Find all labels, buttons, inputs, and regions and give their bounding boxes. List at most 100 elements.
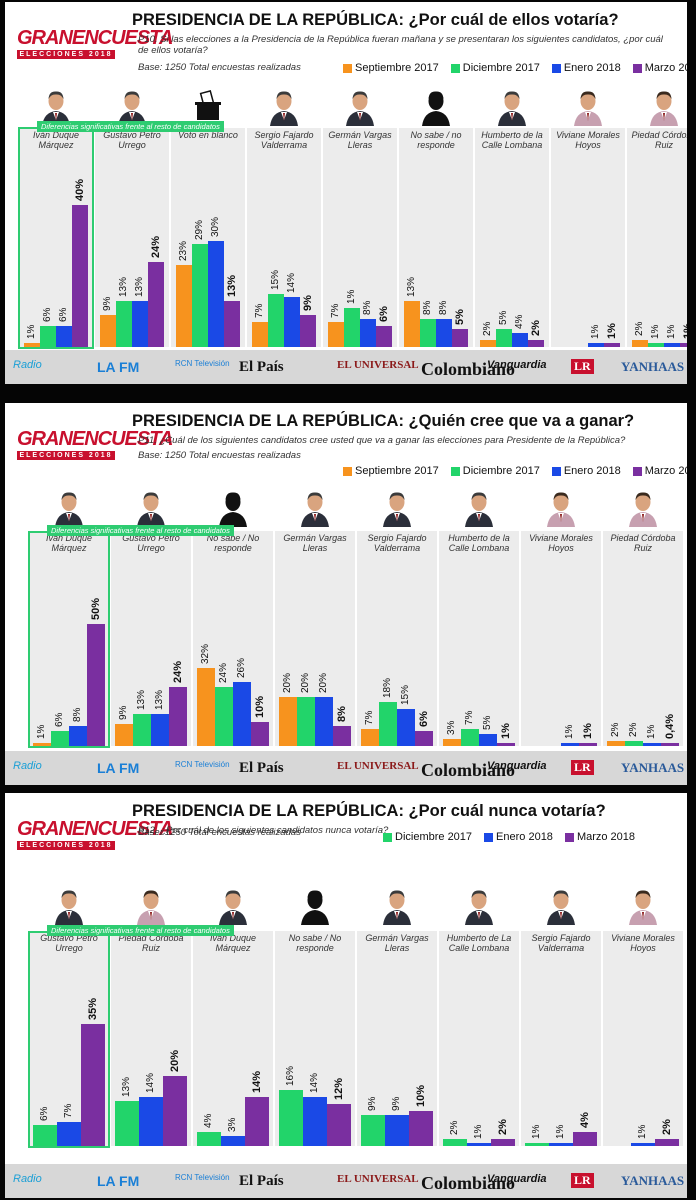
bar <box>132 300 148 347</box>
bar <box>604 343 620 347</box>
value-label: 2% <box>449 1120 460 1135</box>
value-label: 24% <box>172 661 184 684</box>
legend-swatch <box>632 63 642 73</box>
value-label: 20% <box>300 672 311 693</box>
sponsor-logo: Radio <box>13 359 42 371</box>
candidate-name: Gustavo Petro Urrego <box>103 130 161 150</box>
bar <box>72 205 88 347</box>
value-label: 13% <box>226 274 238 297</box>
question-text: P11. ¿Cuál de los siguientes candidatos … <box>138 435 626 446</box>
sponsor-logo: Colombiano <box>421 1173 516 1193</box>
value-label: 32% <box>200 643 211 664</box>
legend-swatch <box>484 832 494 842</box>
bar <box>176 265 192 347</box>
candidate-name: Iván Duque Márquez <box>209 933 257 953</box>
sponsor-logo: LA FM <box>97 359 140 375</box>
value-label: 1% <box>650 324 661 340</box>
legend-label: Enero 2018 <box>563 465 621 477</box>
bar <box>479 733 497 746</box>
base-text: Base: 1250 Total encuestas realizadas <box>138 827 301 838</box>
significance-box <box>28 531 110 748</box>
logo-main-text: GRANENCUESTA <box>17 428 173 450</box>
value-label: 1% <box>682 323 687 340</box>
value-label: 16% <box>285 1065 296 1086</box>
value-label: 1% <box>346 289 357 304</box>
candidate-column <box>475 128 549 347</box>
bar <box>57 1121 81 1146</box>
bar <box>133 714 151 746</box>
bar <box>221 1135 245 1146</box>
legend-label: Marzo 2018 <box>644 465 687 477</box>
survey-panel-1: GRANENCUESTA ELECCIONES 2018 PRESIDENCIA D… <box>5 2 687 384</box>
bar <box>24 343 40 347</box>
value-label: 2% <box>497 1119 509 1135</box>
sponsor-logo: EL UNIVERSAL <box>337 760 419 772</box>
bar <box>480 339 496 347</box>
value-label: 9% <box>367 1096 378 1111</box>
value-label: 7% <box>464 710 475 725</box>
bar <box>436 318 452 347</box>
candidate-photo <box>52 887 86 930</box>
candidate-name: No sabe / no responde <box>410 130 462 150</box>
value-label: 12% <box>333 1077 345 1100</box>
bar <box>655 1139 679 1146</box>
bar <box>360 318 376 347</box>
bar <box>528 339 544 347</box>
bar <box>251 721 269 746</box>
bar <box>163 1076 187 1146</box>
legend: Septiembre 2017 Diciembre 2017 Enero 2018 M… <box>343 465 687 477</box>
value-label: 1% <box>555 1124 566 1139</box>
bar <box>643 743 661 746</box>
bar <box>491 1139 515 1146</box>
bar <box>579 743 597 746</box>
value-label: 5% <box>498 310 509 326</box>
value-label: 7% <box>254 303 265 319</box>
bar <box>297 697 315 746</box>
legend-entry: Diciembre 2017 <box>383 831 472 843</box>
sponsor-logo: EL UNIVERSAL <box>337 359 419 371</box>
chart-title: PRESIDENCIA DE LA REPÚBLICA: ¿Quién cree… <box>132 412 635 430</box>
legend-label: Diciembre 2017 <box>462 465 540 477</box>
bar <box>303 1097 327 1146</box>
significance-box <box>28 931 110 1148</box>
sponsor-logo: Vanguardia <box>487 1173 547 1185</box>
value-label: 2% <box>661 1119 673 1135</box>
legend-swatch <box>632 466 642 476</box>
sponsor-logo: LA FM <box>97 760 140 776</box>
bar <box>151 714 169 746</box>
legend-swatch <box>450 63 460 73</box>
bar <box>197 1132 221 1146</box>
value-label: 29% <box>194 220 205 241</box>
question-text: P10. Si las elecciones a la Presidencia … <box>138 34 663 56</box>
candidate-name: Humberto de la Calle Lombana <box>448 533 510 553</box>
base-text: Base: 1250 Total encuestas realizadas <box>138 62 301 73</box>
logo-main-text: GRANENCUESTA <box>17 27 173 49</box>
bar <box>549 1142 573 1146</box>
gran-encuesta-logo: GRANENCUESTA ELECCIONES 2018 <box>17 27 173 64</box>
candidate-photo <box>626 887 660 930</box>
bar <box>279 1090 303 1146</box>
value-label: 6% <box>378 305 390 322</box>
sponsor-logo: Vanguardia <box>487 760 547 772</box>
candidate-name: No sabe / No responde <box>206 533 260 553</box>
bar <box>192 244 208 347</box>
value-label: 13% <box>136 690 147 711</box>
bar <box>664 343 680 347</box>
sponsor-logo: RCN Televisión <box>175 760 230 769</box>
legend-swatch <box>551 466 561 476</box>
candidate-name: Humberto de La Calle Lombana <box>446 933 512 953</box>
candidate-column <box>521 931 601 1146</box>
bar <box>452 329 468 347</box>
candidate-column <box>439 931 519 1146</box>
sponsor-logo: RCN Televisión <box>175 359 230 368</box>
value-label: 2% <box>530 319 542 336</box>
value-label: 13% <box>154 690 165 711</box>
legend-label: Marzo 2018 <box>644 62 687 74</box>
bar <box>415 731 433 746</box>
legend-swatch <box>551 63 561 73</box>
bar <box>197 667 215 746</box>
sponsor-logo: El País <box>239 1173 284 1189</box>
bar <box>252 322 268 347</box>
logo-sub-text: ELECCIONES 2018 <box>17 451 115 460</box>
candidate-name: Sergio Fajardo Valderrama <box>531 933 591 953</box>
